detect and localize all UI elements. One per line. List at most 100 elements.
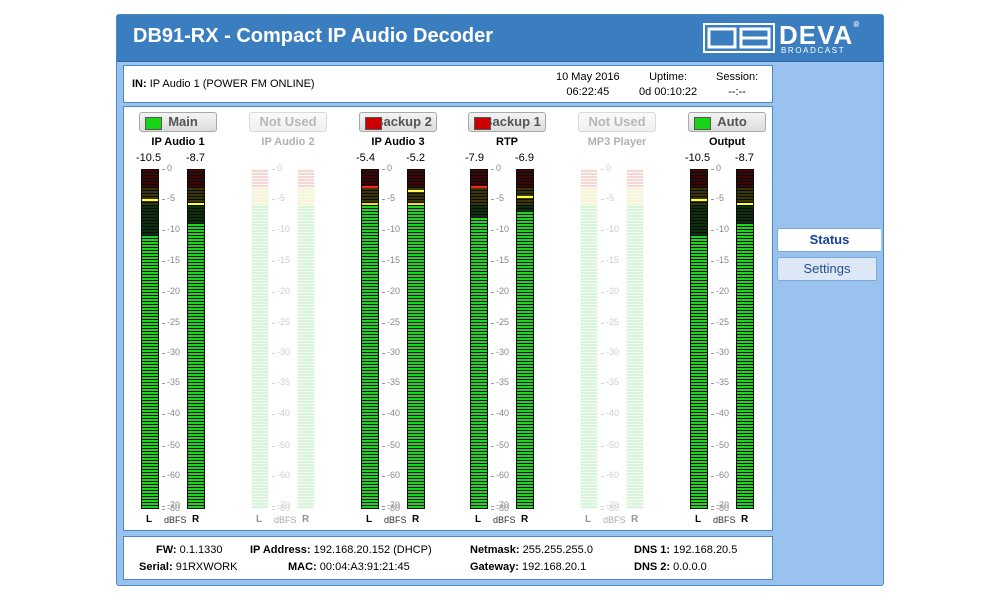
meter-segment bbox=[408, 188, 424, 190]
meter-segment bbox=[581, 461, 597, 463]
source-button[interactable]: Main bbox=[139, 112, 217, 132]
meter-segment bbox=[188, 344, 204, 346]
scale-label: -35 bbox=[167, 377, 181, 387]
meter-segment bbox=[517, 437, 533, 439]
meter-segment bbox=[298, 239, 314, 241]
meter-segment bbox=[298, 413, 314, 415]
meter-segment bbox=[737, 341, 753, 343]
meter-segment bbox=[408, 176, 424, 178]
meter-segment bbox=[408, 356, 424, 358]
channel-name: IP Audio 2 bbox=[261, 136, 315, 148]
meter-segment bbox=[408, 263, 424, 265]
meter-segment bbox=[691, 380, 707, 382]
meter-segment bbox=[252, 428, 268, 430]
peak-left-value: -10.5 bbox=[136, 152, 162, 164]
meter-segment bbox=[581, 230, 597, 232]
meter-segment bbox=[188, 446, 204, 448]
tab-status[interactable]: Status bbox=[777, 228, 881, 252]
meter-segment bbox=[142, 254, 158, 256]
meter-segment bbox=[408, 326, 424, 328]
meter-segment bbox=[298, 431, 314, 433]
meter-segment bbox=[517, 263, 533, 265]
meter-segment bbox=[298, 179, 314, 181]
meter-segment bbox=[581, 392, 597, 394]
meter-segment bbox=[408, 206, 424, 208]
meter-segment bbox=[517, 215, 533, 217]
source-button[interactable]: Not Used bbox=[249, 112, 327, 132]
meter-segment bbox=[471, 461, 487, 463]
meter-segment bbox=[362, 308, 378, 310]
meter-segment bbox=[362, 497, 378, 499]
peak-right-value: -6.9 bbox=[515, 152, 534, 164]
meter-segment bbox=[627, 404, 643, 406]
meter-segment bbox=[581, 440, 597, 442]
meter-segment bbox=[517, 398, 533, 400]
meter-segment bbox=[627, 434, 643, 436]
meter-segment bbox=[581, 350, 597, 352]
meter-segment bbox=[408, 281, 424, 283]
scale-tick bbox=[272, 353, 275, 354]
meter-segment bbox=[362, 317, 378, 319]
scale-tick bbox=[162, 323, 165, 324]
meter-segment bbox=[298, 227, 314, 229]
scale-tick bbox=[382, 353, 385, 354]
meter-segment bbox=[142, 500, 158, 502]
meter-segment bbox=[627, 350, 643, 352]
meter-segment bbox=[517, 317, 533, 319]
meter-segment bbox=[581, 491, 597, 493]
meter-segment bbox=[142, 377, 158, 379]
meter-segment bbox=[298, 446, 314, 448]
meter-segment bbox=[737, 311, 753, 313]
meter-segment bbox=[362, 290, 378, 292]
meter-segment bbox=[252, 194, 268, 196]
meter-segment bbox=[471, 389, 487, 391]
meter-segment bbox=[471, 473, 487, 475]
source-button[interactable]: Backup 2 bbox=[359, 112, 437, 132]
scale-tick bbox=[162, 199, 165, 200]
meter-segment bbox=[471, 416, 487, 418]
meter-segment bbox=[737, 329, 753, 331]
meter-segment bbox=[408, 383, 424, 385]
meter-segment bbox=[188, 254, 204, 256]
meter-segment bbox=[408, 260, 424, 262]
meter-segment bbox=[188, 170, 204, 172]
channel-name: Output bbox=[708, 136, 746, 148]
dbfs-unit-label: dBFS bbox=[603, 515, 626, 525]
meter-segment bbox=[298, 182, 314, 184]
meter-segment bbox=[408, 317, 424, 319]
meter-segment bbox=[691, 230, 707, 232]
meter-segment bbox=[362, 269, 378, 271]
scale-tick bbox=[711, 261, 714, 262]
meter-segment bbox=[517, 308, 533, 310]
meter-segment bbox=[627, 260, 643, 262]
meter-segment bbox=[737, 455, 753, 457]
source-button[interactable]: Auto bbox=[688, 112, 766, 132]
meter-segment bbox=[471, 191, 487, 193]
meter-segment bbox=[362, 293, 378, 295]
meter-segment bbox=[142, 506, 158, 508]
meter-segment bbox=[517, 368, 533, 370]
source-button[interactable]: Not Used bbox=[578, 112, 656, 132]
scale-label: -15 bbox=[496, 255, 510, 265]
meter-segment bbox=[362, 419, 378, 421]
meter-segment bbox=[188, 410, 204, 412]
meter-segment bbox=[362, 347, 378, 349]
source-button[interactable]: Backup 1 bbox=[468, 112, 546, 132]
meter-segment bbox=[627, 422, 643, 424]
meter-segment bbox=[142, 239, 158, 241]
meter-segment bbox=[252, 467, 268, 469]
meter-segment bbox=[252, 446, 268, 448]
left-channel-label: L bbox=[146, 514, 153, 525]
tab-settings[interactable]: Settings bbox=[777, 257, 877, 281]
meter-segment bbox=[252, 242, 268, 244]
meter-segment bbox=[517, 233, 533, 235]
meter-segment bbox=[691, 287, 707, 289]
meter-segment bbox=[188, 362, 204, 364]
meter-segment bbox=[142, 284, 158, 286]
meter-segment bbox=[298, 398, 314, 400]
meter-segment bbox=[517, 449, 533, 451]
meter-segment bbox=[142, 365, 158, 367]
meter-segment bbox=[691, 374, 707, 376]
meter-segment bbox=[142, 287, 158, 289]
scale-tick bbox=[711, 199, 714, 200]
